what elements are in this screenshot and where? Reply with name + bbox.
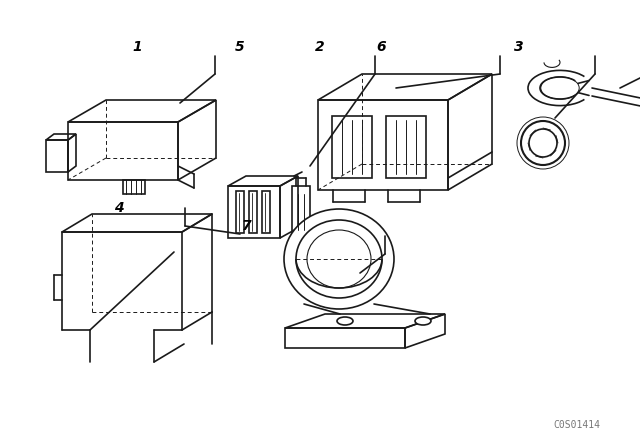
Text: 2: 2 bbox=[315, 40, 325, 54]
Text: C0S01414: C0S01414 bbox=[553, 420, 600, 430]
Text: 6: 6 bbox=[376, 40, 386, 54]
Text: 1: 1 bbox=[132, 40, 143, 54]
Ellipse shape bbox=[284, 209, 394, 309]
Text: 7: 7 bbox=[241, 219, 252, 233]
Ellipse shape bbox=[415, 317, 431, 325]
Text: 3: 3 bbox=[513, 40, 524, 54]
Ellipse shape bbox=[296, 220, 382, 298]
Ellipse shape bbox=[337, 317, 353, 325]
Text: 4: 4 bbox=[113, 201, 124, 215]
Text: 5: 5 bbox=[235, 40, 245, 54]
